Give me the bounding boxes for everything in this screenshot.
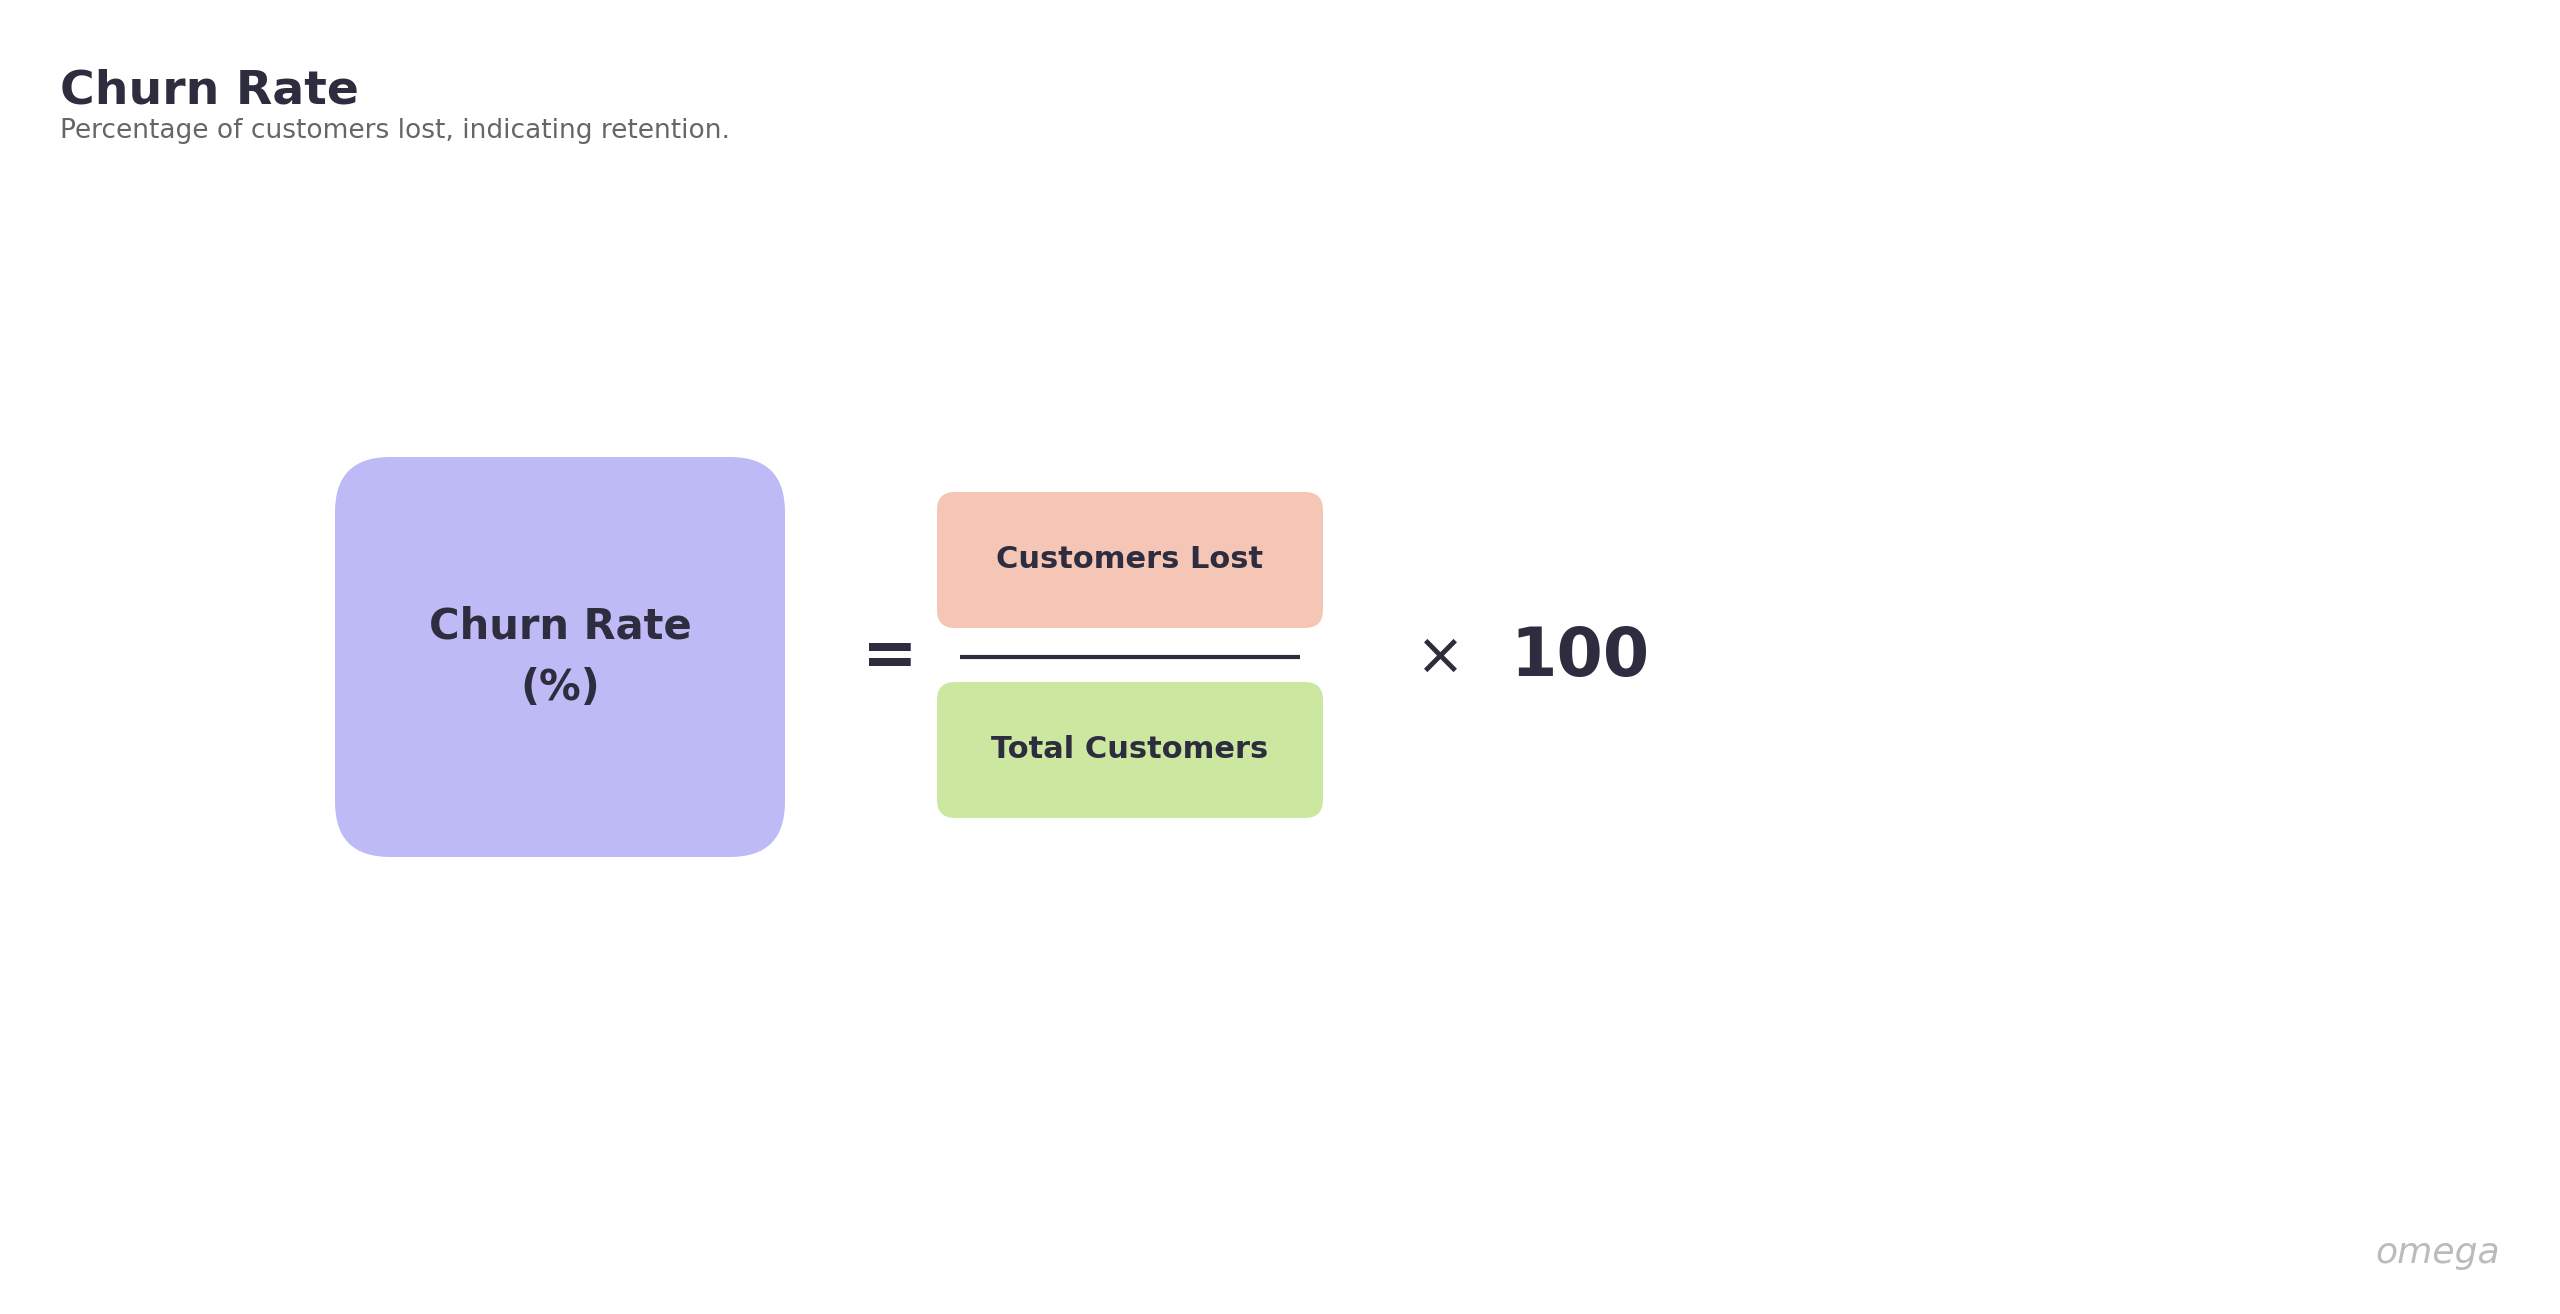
Text: omega: omega [2376, 1236, 2501, 1271]
Text: ×: × [1416, 628, 1464, 686]
Text: =: = [863, 624, 919, 690]
Text: Customers Lost: Customers Lost [996, 545, 1265, 574]
Text: Percentage of customers lost, indicating retention.: Percentage of customers lost, indicating… [59, 118, 730, 145]
FancyBboxPatch shape [937, 491, 1324, 628]
FancyBboxPatch shape [335, 457, 786, 857]
FancyBboxPatch shape [937, 682, 1324, 819]
Text: 100: 100 [1510, 624, 1649, 690]
Text: Churn Rate
(%): Churn Rate (%) [428, 606, 691, 708]
Text: Total Customers: Total Customers [991, 736, 1270, 765]
Text: Churn Rate: Churn Rate [59, 68, 358, 113]
